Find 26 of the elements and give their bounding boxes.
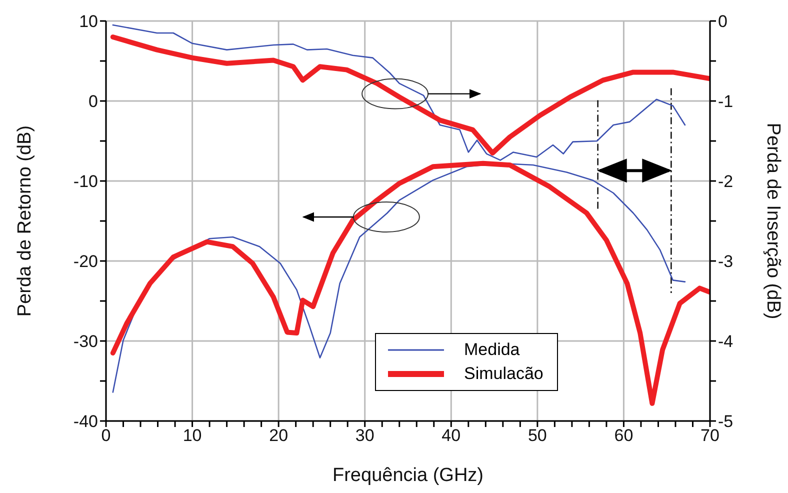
x-tick-label: 60 xyxy=(614,426,634,446)
legend-label: Medida xyxy=(464,340,520,360)
x-tick-label: 70 xyxy=(700,426,720,446)
y-tick-label: -30 xyxy=(73,332,98,352)
y2-tick-label: -5 xyxy=(718,412,734,432)
y-tick-label: -20 xyxy=(73,252,98,272)
x-tick-label: 50 xyxy=(528,426,547,446)
x-axis-title: Frequência (GHz) xyxy=(332,465,484,486)
y2-tick-label: 0 xyxy=(718,12,728,32)
y-tick-label: -40 xyxy=(73,412,98,432)
y2-tick-label: -4 xyxy=(718,332,734,352)
line-series xyxy=(112,24,686,161)
y2-tick-label: -2 xyxy=(718,172,734,192)
y2-tick-label: -3 xyxy=(718,252,734,272)
y-axis-title: Perda de Retorno (dB) xyxy=(14,125,36,317)
y-tick-label: 10 xyxy=(79,12,98,32)
x-tick-label: 30 xyxy=(355,426,374,446)
y-tick-label: 0 xyxy=(88,92,98,112)
y-tick-label: -10 xyxy=(73,172,98,192)
x-tick-label: 20 xyxy=(269,426,288,446)
x-tick-label: 10 xyxy=(182,426,202,446)
x-tick-label: 0 xyxy=(101,426,111,446)
y2-tick-label: -1 xyxy=(718,92,734,112)
x-tick-label: 40 xyxy=(442,426,461,446)
y2-axis-title: Perda de Inserção (dB) xyxy=(762,122,784,320)
legend-label: Simulacão xyxy=(464,364,544,384)
